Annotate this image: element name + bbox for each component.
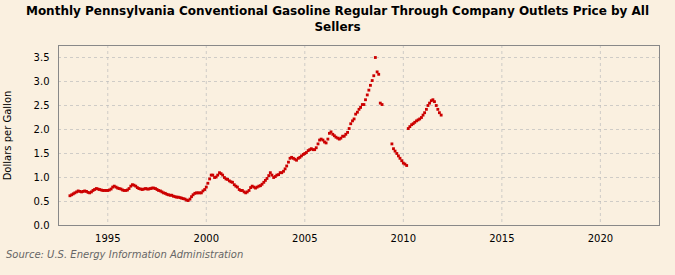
svg-text:2010: 2010 xyxy=(391,233,416,244)
svg-text:0.0: 0.0 xyxy=(34,220,50,231)
html-text:Monthly Pennsylvania Conventio: Monthly Pennsylvania Conventional Gasoli… xyxy=(25,4,649,34)
svg-text:2.5: 2.5 xyxy=(34,100,50,111)
svg-text:2000: 2000 xyxy=(194,233,219,244)
svg-text:0.5: 0.5 xyxy=(34,196,50,207)
svg-text:1.5: 1.5 xyxy=(34,148,50,159)
svg-text:2020: 2020 xyxy=(588,233,613,244)
svg-text:3.0: 3.0 xyxy=(34,76,50,87)
svg-text:1.0: 1.0 xyxy=(34,172,50,183)
svg-text:3.5: 3.5 xyxy=(34,52,50,63)
svg-text:2.0: 2.0 xyxy=(34,124,50,135)
svg-text:1995: 1995 xyxy=(95,233,120,244)
svg-text:2015: 2015 xyxy=(489,233,514,244)
svg-text:Dollars per Gallon: Dollars per Gallon xyxy=(2,91,13,181)
html-text:Source: U.S. Energy Informatio: Source: U.S. Energy Information Administ… xyxy=(6,249,244,261)
svg-text:2005: 2005 xyxy=(292,233,317,244)
